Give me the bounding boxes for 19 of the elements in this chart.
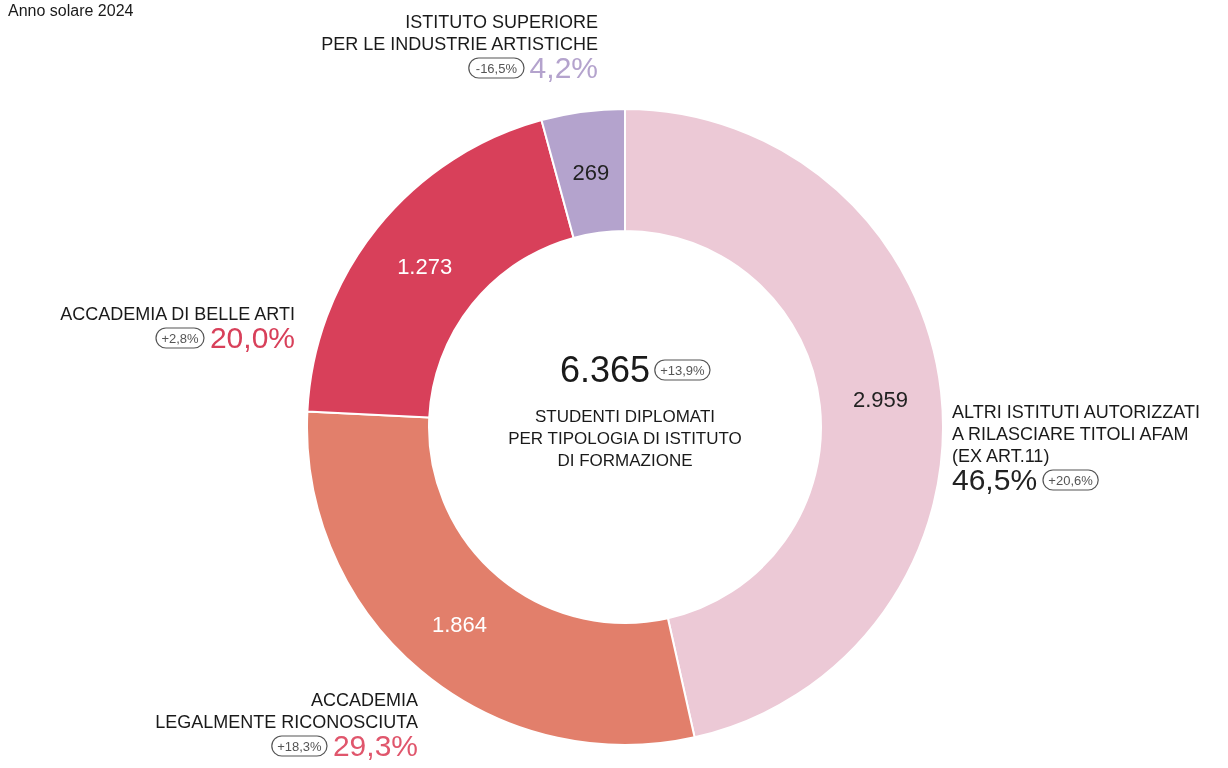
slice-label: ACCADEMIA DI BELLE ARTI [60, 304, 295, 324]
pill-outline: +18,3% [271, 735, 328, 757]
chart-title: Anno solare 2024 [8, 2, 134, 19]
text: 6.365 [559, 349, 651, 390]
data-label: 269 [572, 160, 610, 186]
text: 20,0% [209, 321, 295, 354]
text: 4,2% [529, 51, 598, 84]
slice-label: ACCADEMIA LEGALMENTE RICONOSCIUTA [155, 690, 418, 732]
pill-outline: -16,5% [468, 57, 525, 79]
text: STUDENTI DIPLOMATI PER TIPOLOGIA DI ISTITUTO DI FORMAZIONE [508, 407, 742, 470]
slice-label: ALTRI ISTITUTI AUTORIZZATI A RILASCIARE TITOLI AFAM (EX ART.11) [952, 402, 1201, 466]
pill-outline: +2,8% [155, 327, 205, 349]
pill-outline: +13,9% [654, 359, 711, 381]
data-label: 2.959 [852, 386, 908, 412]
data-label: 1.273 [397, 254, 453, 280]
pill-outline: +20,6% [1042, 469, 1099, 491]
data-label: 1.864 [432, 611, 488, 637]
text: 29,3% [332, 729, 418, 762]
slice-label: ISTITUTO SUPERIORE PER LE INDUSTRIE ARTISTICHE [321, 12, 598, 54]
